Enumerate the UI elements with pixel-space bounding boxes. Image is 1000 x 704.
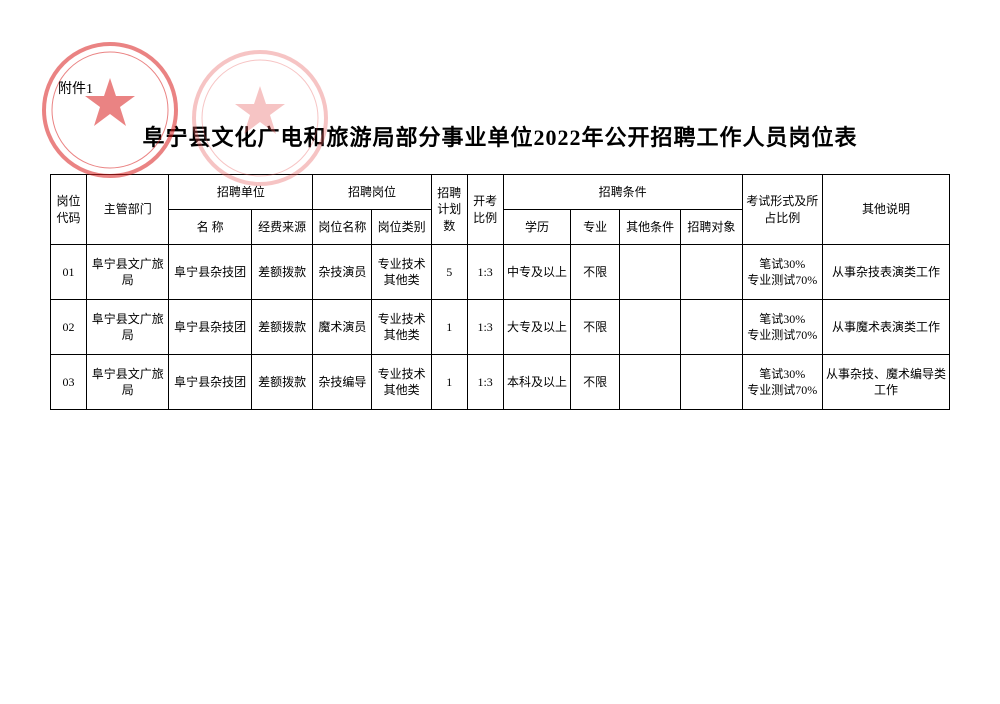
- col-other: 其他条件: [619, 210, 680, 245]
- cell-ratio: 1:3: [467, 300, 503, 355]
- cell-exam: 笔试30%专业测试70%: [742, 245, 822, 300]
- cell-unit: 阜宁县杂技团: [169, 300, 251, 355]
- cell-other_cond: [619, 245, 680, 300]
- col-target: 招聘对象: [681, 210, 742, 245]
- cell-ratio: 1:3: [467, 355, 503, 410]
- official-seal-icon: [40, 40, 180, 180]
- cell-major: 不限: [571, 245, 620, 300]
- cell-plan: 1: [431, 355, 467, 410]
- cell-plan: 5: [431, 245, 467, 300]
- cell-target: [681, 300, 742, 355]
- cell-fund: 差额拨款: [251, 245, 312, 300]
- cell-edu: 中专及以上: [503, 245, 571, 300]
- col-post-name: 岗位名称: [313, 210, 372, 245]
- cell-unit: 阜宁县杂技团: [169, 245, 251, 300]
- cell-target: [681, 355, 742, 410]
- cell-unit: 阜宁县杂技团: [169, 355, 251, 410]
- cell-code: 01: [51, 245, 87, 300]
- col-major: 专业: [571, 210, 620, 245]
- cell-dept: 阜宁县文广旅局: [86, 245, 168, 300]
- attachment-label: 附件1: [58, 78, 93, 98]
- col-exam: 考试形式及所占比例: [742, 175, 822, 245]
- col-post-type: 岗位类别: [372, 210, 431, 245]
- cell-edu: 大专及以上: [503, 300, 571, 355]
- page-title: 阜宁县文化广电和旅游局部分事业单位2022年公开招聘工作人员岗位表: [50, 120, 950, 152]
- col-cond-group: 招聘条件: [503, 175, 742, 210]
- table-row: 03阜宁县文广旅局阜宁县杂技团差额拨款杂技编导专业技术其他类11:3本科及以上不…: [51, 355, 950, 410]
- cell-edu: 本科及以上: [503, 355, 571, 410]
- cell-other_cond: [619, 355, 680, 410]
- table-header: 岗位代码 主管部门 招聘单位 招聘岗位 招聘计划数 开考比例 招聘条件 考试形式…: [51, 175, 950, 245]
- cell-dept: 阜宁县文广旅局: [86, 300, 168, 355]
- col-dept: 主管部门: [86, 175, 168, 245]
- cell-fund: 差额拨款: [251, 355, 312, 410]
- cell-note: 从事魔术表演类工作: [822, 300, 949, 355]
- col-post-group: 招聘岗位: [313, 175, 431, 210]
- cell-exam: 笔试30%专业测试70%: [742, 355, 822, 410]
- cell-post_type: 专业技术其他类: [372, 245, 431, 300]
- col-code: 岗位代码: [51, 175, 87, 245]
- col-unit-name: 名 称: [169, 210, 251, 245]
- table-row: 01阜宁县文广旅局阜宁县杂技团差额拨款杂技演员专业技术其他类51:3中专及以上不…: [51, 245, 950, 300]
- page: 附件1 阜宁县文化广电和旅游局部分事业单位2022年公开招聘工作人员岗位表 岗位…: [0, 0, 1000, 704]
- cell-major: 不限: [571, 355, 620, 410]
- cell-dept: 阜宁县文广旅局: [86, 355, 168, 410]
- cell-plan: 1: [431, 300, 467, 355]
- table-body: 01阜宁县文广旅局阜宁县杂技团差额拨款杂技演员专业技术其他类51:3中专及以上不…: [51, 245, 950, 410]
- cell-code: 02: [51, 300, 87, 355]
- cell-post_name: 杂技演员: [313, 245, 372, 300]
- cell-post_name: 杂技编导: [313, 355, 372, 410]
- cell-code: 03: [51, 355, 87, 410]
- col-note: 其他说明: [822, 175, 949, 245]
- col-ratio: 开考比例: [467, 175, 503, 245]
- cell-ratio: 1:3: [467, 245, 503, 300]
- cell-exam: 笔试30%专业测试70%: [742, 300, 822, 355]
- col-edu: 学历: [503, 210, 571, 245]
- cell-major: 不限: [571, 300, 620, 355]
- cell-fund: 差额拨款: [251, 300, 312, 355]
- col-fund: 经费来源: [251, 210, 312, 245]
- recruitment-table: 岗位代码 主管部门 招聘单位 招聘岗位 招聘计划数 开考比例 招聘条件 考试形式…: [50, 174, 950, 410]
- cell-note: 从事杂技、魔术编导类工作: [822, 355, 949, 410]
- cell-post_name: 魔术演员: [313, 300, 372, 355]
- cell-note: 从事杂技表演类工作: [822, 245, 949, 300]
- cell-post_type: 专业技术其他类: [372, 355, 431, 410]
- col-unit-group: 招聘单位: [169, 175, 313, 210]
- cell-other_cond: [619, 300, 680, 355]
- table-row: 02阜宁县文广旅局阜宁县杂技团差额拨款魔术演员专业技术其他类11:3大专及以上不…: [51, 300, 950, 355]
- col-plan: 招聘计划数: [431, 175, 467, 245]
- cell-post_type: 专业技术其他类: [372, 300, 431, 355]
- official-seal-icon: [190, 48, 330, 188]
- cell-target: [681, 245, 742, 300]
